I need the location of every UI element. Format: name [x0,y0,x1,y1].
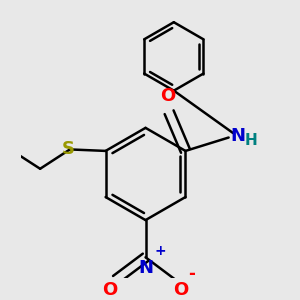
Text: O: O [173,281,188,299]
Text: N: N [138,259,153,277]
Text: S: S [62,140,75,158]
Text: O: O [160,87,175,105]
Text: H: H [245,133,258,148]
Text: O: O [102,281,118,299]
Text: -: - [188,265,195,283]
Text: N: N [230,127,245,145]
Text: +: + [154,244,166,258]
